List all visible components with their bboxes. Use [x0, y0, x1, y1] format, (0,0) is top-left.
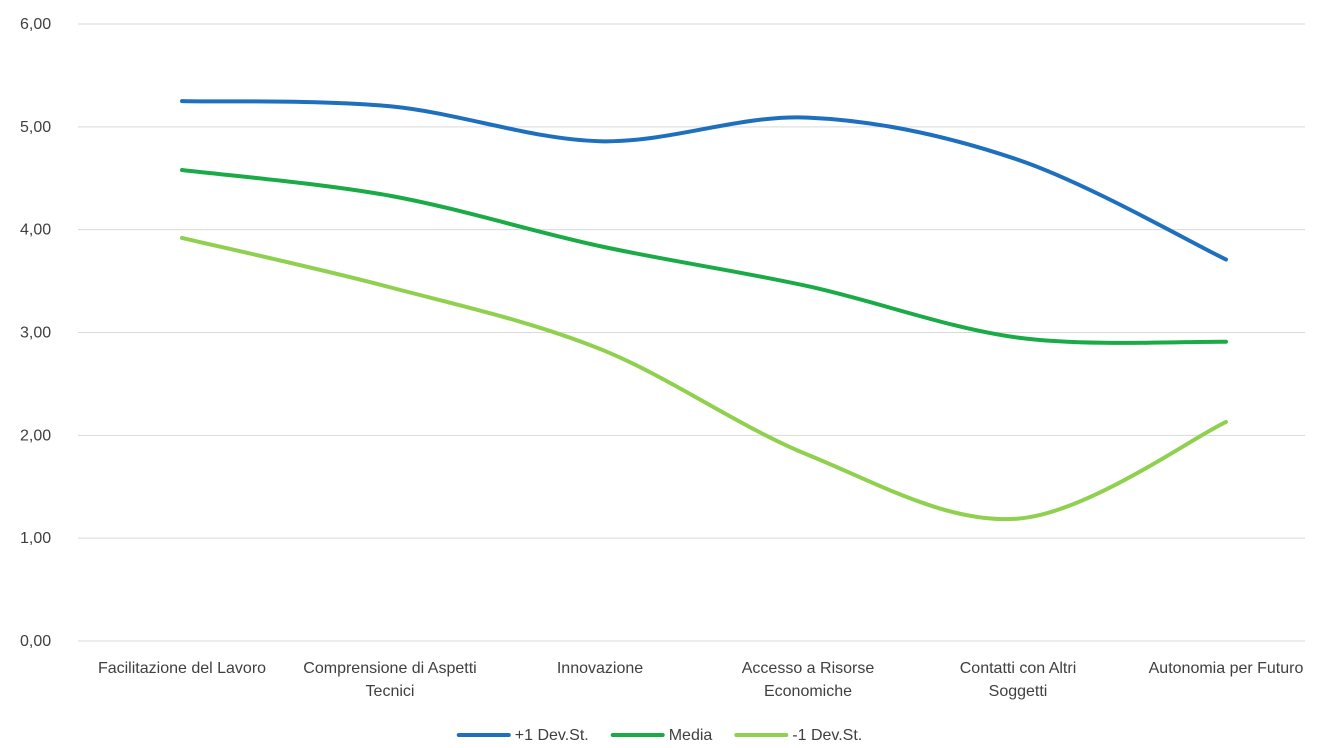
- x-axis-category-labels: Facilitazione del Lavoro Comprensione di …: [98, 660, 1304, 700]
- gridlines: [78, 23, 1305, 642]
- legend-label: Media: [669, 727, 713, 744]
- x-category-label: Innovazione: [557, 660, 643, 677]
- x-category-label: Accesso a Risorse Economiche: [742, 660, 875, 700]
- y-tick-label: 3,00: [20, 325, 51, 342]
- x-category-label: Autonomia per Futuro: [1149, 660, 1304, 677]
- legend: +1 Dev.St. Media -1 Dev.St.: [456, 727, 862, 744]
- series-lines: [180, 99, 1228, 522]
- y-tick-label: 4,00: [20, 222, 51, 239]
- legend-label: +1 Dev.St.: [515, 727, 589, 744]
- legend-item-2: -1 Dev.St.: [734, 727, 862, 744]
- x-category-label: Comprensione di Aspetti Tecnici: [303, 660, 476, 700]
- legend-item-0: +1 Dev.St.: [456, 727, 589, 744]
- y-tick-label: 0,00: [20, 633, 51, 650]
- y-tick-label: 6,00: [20, 16, 51, 33]
- legend-label: -1 Dev.St.: [792, 727, 862, 744]
- legend-item-1: Media: [610, 727, 713, 744]
- y-tick-label: 2,00: [20, 427, 51, 444]
- y-tick-label: 5,00: [20, 119, 51, 136]
- series-line-1: [180, 168, 1228, 345]
- series-line-2: [180, 235, 1228, 522]
- y-axis-tick-labels: 0,00 1,00 2,00 3,00 4,00 5,00 6,00: [20, 16, 51, 650]
- x-category-label: Contatti con Altri Soggetti: [960, 660, 1077, 700]
- y-tick-label: 1,00: [20, 530, 51, 547]
- series-line-0: [180, 99, 1228, 262]
- x-category-label: Facilitazione del Lavoro: [98, 660, 266, 677]
